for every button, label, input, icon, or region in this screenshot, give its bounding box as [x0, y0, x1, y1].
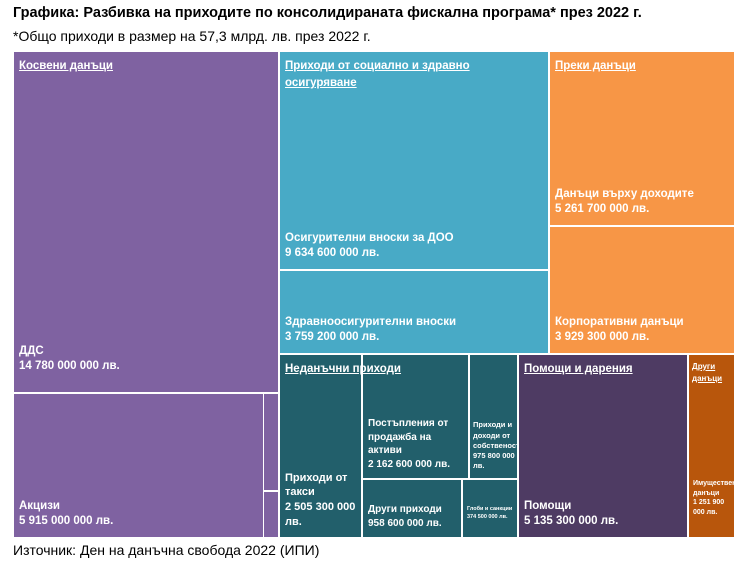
treemap-rect-income — [549, 51, 735, 226]
treemap-label-other_income: Други приходи 958 600 000 лв. — [368, 503, 459, 530]
group-header-social: Приходи от социално и здравно осигуряван… — [285, 60, 470, 90]
treemap-label-assets: Постъпления от продажба на активи 2 162 6… — [368, 417, 466, 471]
treemap-name-fines: Глоби и санкции — [467, 506, 513, 513]
treemap-name-income: Данъци върху доходите — [555, 187, 694, 200]
treemap-label-corporate: Корпоративни данъци 3 929 300 000 лв. — [555, 315, 732, 346]
treemap-label-health: Здравноосигурителни вноски 3 759 200 000 … — [285, 315, 546, 346]
treemap-name-aid: Помощи — [524, 499, 572, 512]
treemap-name-other_income: Други приходи — [368, 504, 442, 515]
treemap-value-aid: 5 135 300 000 лв. — [524, 515, 619, 528]
treemap-label-excise: Акцизи 5 915 000 000 лв. — [19, 499, 276, 530]
group-header-nontax: Неданъчни приходи — [285, 363, 402, 375]
treemap-label-income: Данъци върху доходите 5 261 700 000 лв. — [555, 187, 732, 218]
treemap-value-assets: 2 162 600 000 лв. — [368, 458, 451, 470]
chart-subtitle: *Общо приходи в размер на 57,3 млрд. лв.… — [13, 28, 371, 44]
treemap-value-corporate: 3 929 300 000 лв. — [555, 331, 650, 344]
treemap-label-aid: Помощи 5 135 300 000 лв. — [524, 499, 685, 530]
treemap-label-doo: Осигурителни вноски за ДОО 9 634 600 000 … — [285, 231, 546, 262]
treemap-name-health: Здравноосигурителни вноски — [285, 315, 457, 328]
group-header-other: Други данъци — [692, 362, 723, 383]
treemap-value-doo: 9 634 600 000 лв. — [285, 247, 380, 260]
treemap-value-fines: 374 500 000 лв. — [467, 513, 508, 520]
treemap-label-fees: Приходи от такси 2 505 300 000 лв. — [285, 471, 359, 530]
treemap-rect-corporate — [549, 226, 735, 354]
treemap-rect-property_income — [469, 354, 518, 479]
excise-divider-lower — [263, 491, 279, 538]
group-header-direct: Преки данъци — [555, 60, 636, 72]
treemap-name-excise: Акцизи — [19, 499, 60, 512]
treemap-name-fees: Приходи от такси — [285, 471, 348, 499]
treemap-value-income: 5 261 700 000 лв. — [555, 203, 650, 216]
treemap-value-other_income: 958 600 000 лв. — [368, 517, 442, 529]
treemap-rect-property_tax — [688, 354, 735, 538]
treemap-label-fines: Глоби и санкции 374 500 000 лв. — [467, 506, 515, 521]
treemap-name-assets: Постъпления от продажба на активи — [368, 418, 449, 456]
group-header-indirect: Косвени данъци — [19, 60, 113, 72]
treemap-value-property_income: 975 800 000 лв. — [473, 450, 515, 470]
treemap-rect-aid — [518, 354, 688, 538]
treemap-label-property_tax: Имуществени данъци 1 251 900 000 лв. — [693, 479, 740, 517]
treemap-name-property_tax: Имуществени данъци — [693, 480, 740, 497]
treemap-label-vat: ДДС 14 780 000 000 лв. — [19, 344, 276, 375]
treemap-rect-fees — [279, 354, 362, 538]
treemap-name-corporate: Корпоративни данъци — [555, 315, 684, 328]
treemap-rect-assets — [362, 354, 469, 479]
chart-source: Източник: Ден на данъчна свобода 2022 (И… — [13, 542, 320, 558]
treemap-value-vat: 14 780 000 000 лв. — [19, 360, 120, 373]
treemap-value-excise: 5 915 000 000 лв. — [19, 515, 114, 528]
treemap-value-property_tax: 1 251 900 000 лв. — [693, 499, 725, 516]
treemap-label-property_income: Приходи и доходи от собственост 975 800 0… — [473, 420, 520, 471]
treemap-name-vat: ДДС — [19, 344, 44, 357]
treemap-value-fees: 2 505 300 000 лв. — [285, 501, 356, 529]
treemap-rect-other_income — [362, 479, 462, 538]
treemap-name-doo: Осигурителни вноски за ДОО — [285, 231, 454, 244]
treemap-rect-health — [279, 270, 549, 354]
excise-divider — [263, 393, 279, 491]
treemap-rect-vat — [13, 51, 279, 393]
treemap-rect-fines — [462, 479, 518, 538]
treemap-value-health: 3 759 200 000 лв. — [285, 331, 380, 344]
treemap-rect-doo — [279, 51, 549, 270]
treemap-rect-excise — [13, 393, 279, 538]
treemap-name-property_income: Приходи и доходи от собственост — [473, 420, 520, 450]
group-header-grants: Помощи и дарения — [524, 363, 633, 375]
chart-title: Графика: Разбивка на приходите по консол… — [13, 5, 642, 21]
